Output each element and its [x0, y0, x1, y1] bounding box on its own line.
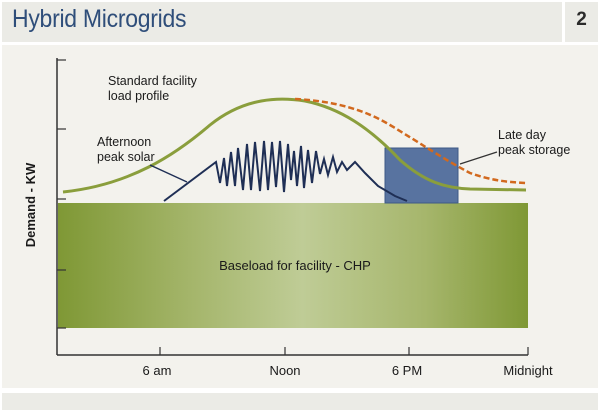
y-axis-label: Demand - KW — [23, 162, 38, 247]
slide-title: Hybrid Microgrids — [12, 5, 187, 33]
x-tick-label: 6 am — [143, 363, 172, 378]
solar-generation-line — [163, 140, 408, 202]
solar-label-line1: Afternoon — [97, 135, 151, 149]
footer-bar — [2, 393, 598, 410]
x-tick-label: Midnight — [503, 363, 553, 378]
solar-label-line2: peak solar — [97, 150, 155, 164]
page-number-box: 2 — [565, 2, 598, 42]
solar-pointer — [149, 164, 188, 183]
page-number: 2 — [576, 9, 587, 30]
storage-label-line2: peak storage — [498, 143, 570, 157]
x-tick-label: 6 PM — [392, 363, 422, 378]
storage-profile-curve — [294, 97, 527, 185]
baseload-label: Baseload for facility - CHP — [219, 258, 371, 273]
standard-profile-label-line1: Standard facility — [108, 74, 198, 88]
title-bar: Hybrid Microgrids — [2, 2, 562, 42]
standard-profile-label-line2: load profile — [108, 89, 169, 103]
baseload-block — [58, 203, 528, 328]
storage-label-line1: Late day — [498, 128, 547, 142]
storage-pointer — [459, 151, 498, 165]
x-tick-label: Noon — [269, 363, 300, 378]
load-profile-curve — [62, 97, 527, 194]
